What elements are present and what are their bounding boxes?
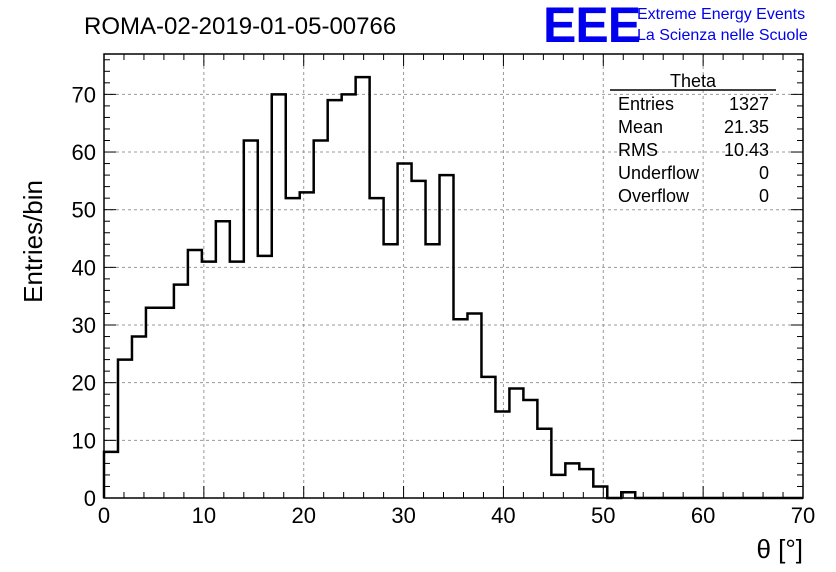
logo-mark: EEE xyxy=(543,0,640,53)
y-tick-label: 0 xyxy=(84,486,96,511)
plot-frame xyxy=(103,53,804,499)
stats-row-label: Overflow xyxy=(618,186,690,206)
y-tick-label: 40 xyxy=(72,255,96,280)
y-tick-label: 10 xyxy=(72,428,96,453)
y-tick-label: 70 xyxy=(72,82,96,107)
stats-row-label: Underflow xyxy=(618,163,700,183)
stats-row-label: Entries xyxy=(618,94,674,114)
x-tick-label: 10 xyxy=(192,503,216,528)
x-axis-label: θ [°] xyxy=(756,534,803,564)
stats-row-value: 0 xyxy=(759,186,769,206)
y-axis-label: Entries/bin xyxy=(18,180,48,303)
x-tick-label: 20 xyxy=(291,503,315,528)
x-tick-label: 0 xyxy=(98,503,110,528)
eee-logo: EEE Extreme Energy Events La Scienza nel… xyxy=(543,0,808,53)
x-tick-label: 60 xyxy=(691,503,715,528)
x-tick-label: 50 xyxy=(591,503,615,528)
stats-row-value: 21.35 xyxy=(724,117,769,137)
x-tick-label: 70 xyxy=(791,503,815,528)
stats-row-label: RMS xyxy=(618,140,658,160)
x-tick-label: 30 xyxy=(391,503,415,528)
chart-title: ROMA-02-2019-01-05-00766 xyxy=(84,13,396,40)
stats-row-value: 10.43 xyxy=(724,140,769,160)
y-tick-label: 20 xyxy=(72,371,96,396)
stats-box-rows: Entries 1327 Mean 21.35 RMS 10.43 Underflow 0 Ov… xyxy=(618,94,769,206)
stats-row-label: Mean xyxy=(618,117,663,137)
x-tick-labels: 0 10 20 30 40 50 60 70 xyxy=(98,503,815,528)
x-tick-label: 40 xyxy=(491,503,515,528)
stats-box-name: Theta xyxy=(670,71,717,91)
y-tick-label: 60 xyxy=(72,140,96,165)
histogram-line xyxy=(102,75,803,500)
logo-line-1: Extreme Energy Events xyxy=(637,6,805,23)
stats-row-value: 1327 xyxy=(729,94,769,114)
y-tick-labels: 0 10 20 30 40 50 60 70 xyxy=(72,82,96,511)
stats-row-value: 0 xyxy=(759,163,769,183)
y-tick-label: 50 xyxy=(72,198,96,223)
y-tick-label: 30 xyxy=(72,313,96,338)
logo-line-2: La Scienza nelle Scuole xyxy=(637,27,808,44)
stats-box: Theta Entries 1327 Mean 21.35 RMS 10.43 Underf… xyxy=(610,71,776,206)
